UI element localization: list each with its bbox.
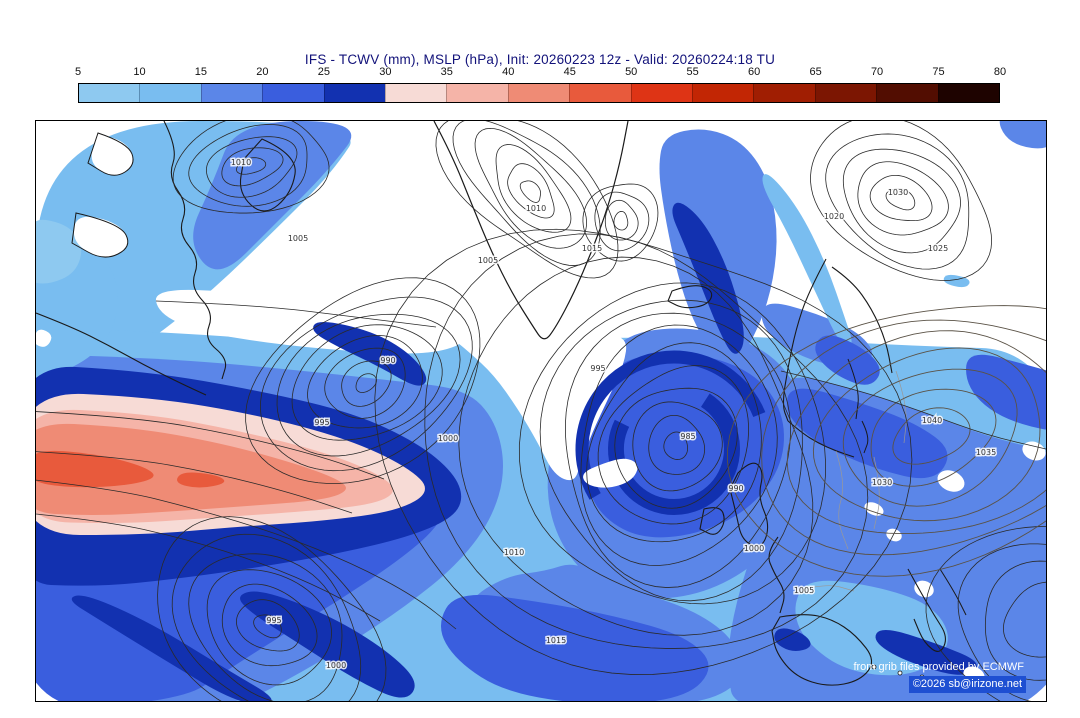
- colorbar-tick-label: 55: [686, 66, 699, 78]
- attribution-source: from grib files provided by ECMWF: [853, 660, 1024, 673]
- weather-map: from grib files provided by ECMWF ©2026 …: [35, 120, 1047, 702]
- colorbar-tick-label: 30: [379, 66, 392, 78]
- chart-title: IFS - TCWV (mm), MSLP (hPa), Init: 20260…: [304, 52, 776, 67]
- colorbar-segment: [139, 84, 201, 102]
- colorbar-tick-label: 40: [502, 66, 515, 78]
- weather-map-canvas: [36, 121, 1046, 701]
- colorbar-tick-label: 80: [993, 66, 1007, 78]
- colorbar-tick-label: 70: [870, 66, 884, 78]
- colorbar-tick-label: 15: [194, 66, 208, 78]
- colorbar-segment: [323, 84, 386, 102]
- colorbar-tick-labels: 5 10 15 20 25 30 35 40 45 50 55 60 65 70 75 80: [74, 66, 1006, 81]
- colorbar-segment: [630, 84, 693, 102]
- colorbar-tick-label: 35: [440, 66, 453, 78]
- colorbar-segment: [507, 84, 570, 102]
- colorbar-segment: [79, 84, 140, 102]
- colorbar-tick-label: 20: [256, 66, 269, 78]
- colorbar-tick-label: 50: [625, 66, 638, 78]
- colorbar-segment: [569, 84, 631, 102]
- colorbar: 5 10 15 20 25 30 35 40 45 50 55 60 65 70 75 80: [74, 66, 1006, 103]
- colorbar-segment: [876, 84, 938, 102]
- colorbar-segment: [385, 84, 447, 102]
- colorbar-tick-label: 10: [133, 66, 146, 78]
- colorbar-segment: [937, 84, 1000, 102]
- colorbar-segment: [262, 84, 324, 102]
- colorbar-segment: [200, 84, 263, 102]
- colorbar-tick-label: 65: [809, 66, 822, 78]
- attribution: from grib files provided by ECMWF ©2026 …: [851, 659, 1026, 693]
- colorbar-tick-label: 5: [74, 66, 82, 78]
- colorbar-gradient: [78, 83, 1000, 103]
- colorbar-segment: [446, 84, 508, 102]
- colorbar-segment: [814, 84, 877, 102]
- colorbar-tick-label: 60: [748, 66, 761, 78]
- colorbar-segment: [692, 84, 754, 102]
- attribution-copyright-link[interactable]: ©2026 sb@irizone.net: [908, 675, 1026, 693]
- colorbar-segment: [753, 84, 815, 102]
- colorbar-tick-label: 75: [932, 66, 945, 78]
- colorbar-tick-label: 25: [317, 66, 330, 78]
- colorbar-tick-label: 45: [563, 66, 576, 78]
